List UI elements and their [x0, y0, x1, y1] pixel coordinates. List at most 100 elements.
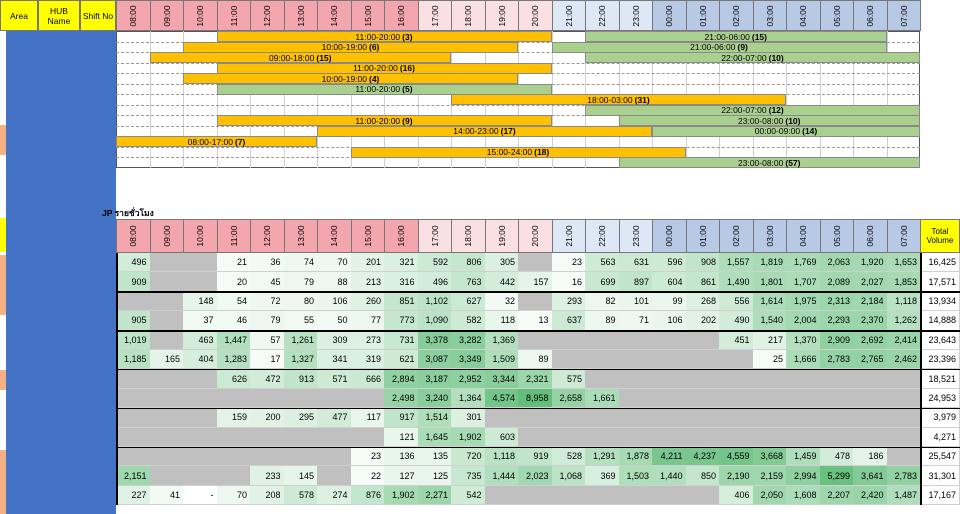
volume-cell[interactable]: 55 [283, 311, 318, 331]
volume-cell[interactable] [116, 408, 151, 428]
volume-cell[interactable] [719, 408, 754, 428]
volume-cell[interactable]: 1,364 [451, 388, 486, 409]
volume-cell[interactable] [886, 388, 921, 409]
shift-bar[interactable]: 08:00-17:00 (7) [116, 136, 317, 147]
volume-cell[interactable] [149, 369, 184, 389]
volume-cell[interactable]: 1,459 [786, 447, 821, 467]
volume-cell[interactable]: 575 [551, 369, 586, 389]
volume-cell[interactable] [149, 447, 184, 467]
volume-cell[interactable]: 106 [317, 291, 352, 312]
volume-cell[interactable]: 217 [752, 330, 787, 350]
volume-cell[interactable]: 106 [652, 311, 687, 331]
volume-cell[interactable]: 13 [518, 311, 553, 331]
volume-cell[interactable] [618, 427, 653, 447]
volume-cell[interactable]: 79 [250, 311, 285, 331]
volume-hour-header[interactable]: 14:00 [317, 219, 352, 253]
shift-hour-header[interactable]: 02:00 [719, 0, 754, 31]
volume-hour-header[interactable]: 15:00 [350, 219, 385, 253]
shift-bar[interactable]: 00:00-09:00 (14) [652, 125, 920, 137]
volume-cell[interactable]: 88 [317, 272, 352, 292]
shift-hour-header[interactable]: 15:00 [350, 0, 385, 31]
volume-cell[interactable]: 135 [417, 447, 452, 467]
volume-cell[interactable]: 99 [652, 291, 687, 312]
volume-cell[interactable]: 2,190 [719, 466, 754, 486]
volume-cell[interactable]: 1,370 [786, 330, 821, 350]
volume-cell[interactable]: 165 [149, 350, 184, 370]
volume-cell[interactable]: 1,661 [585, 388, 620, 409]
volume-cell[interactable]: 316 [384, 272, 419, 292]
volume-cell[interactable]: 70 [216, 485, 251, 506]
shift-hour-header[interactable]: 19:00 [484, 0, 519, 31]
volume-cell[interactable]: 2,089 [819, 272, 854, 292]
volume-cell[interactable]: 369 [585, 466, 620, 486]
volume-cell[interactable] [786, 427, 821, 447]
volume-cell[interactable]: 1,487 [886, 485, 921, 506]
volume-cell[interactable] [551, 408, 586, 428]
volume-cell[interactable] [719, 350, 754, 370]
shift-bar[interactable]: 11:00-20:00 (5) [216, 83, 552, 95]
volume-cell[interactable] [518, 485, 553, 506]
shift-hour-header[interactable]: 05:00 [819, 0, 854, 31]
volume-cell[interactable]: 2,783 [819, 350, 854, 370]
volume-cell[interactable] [183, 388, 218, 409]
volume-cell[interactable]: 876 [350, 485, 385, 506]
volume-cell[interactable]: 1,514 [417, 408, 452, 428]
volume-cell[interactable]: 603 [484, 427, 519, 447]
shift-hour-header[interactable]: 13:00 [283, 0, 318, 31]
volume-cell[interactable]: 627 [451, 291, 486, 312]
volume-cell[interactable] [350, 427, 385, 447]
volume-cell[interactable] [183, 369, 218, 389]
volume-cell[interactable] [317, 447, 352, 467]
total-volume-cell[interactable]: 4,271 [920, 427, 960, 447]
volume-cell[interactable] [183, 272, 218, 292]
volume-cell[interactable]: 556 [719, 291, 754, 312]
volume-cell[interactable] [853, 408, 888, 428]
volume-cell[interactable]: 295 [283, 408, 318, 428]
volume-cell[interactable]: 121 [384, 427, 419, 447]
volume-cell[interactable] [786, 369, 821, 389]
volume-cell[interactable] [149, 330, 184, 350]
volume-cell[interactable]: 1,019 [116, 330, 151, 350]
volume-cell[interactable]: 54 [216, 291, 251, 312]
shift-bar[interactable]: 11:00-20:00 (9) [216, 115, 552, 126]
volume-cell[interactable]: 1,707 [786, 272, 821, 292]
volume-cell[interactable]: 604 [652, 272, 687, 292]
volume-cell[interactable]: 208 [250, 485, 285, 506]
volume-cell[interactable] [551, 427, 586, 447]
volume-cell[interactable]: 23 [551, 253, 586, 273]
volume-cell[interactable]: 1,490 [719, 272, 754, 292]
shift-bar[interactable]: 23:00-08:00 (57) [618, 157, 920, 168]
volume-cell[interactable] [618, 485, 653, 506]
volume-hour-header[interactable]: 09:00 [149, 219, 184, 253]
volume-cell[interactable]: 2,027 [853, 272, 888, 292]
volume-cell[interactable]: 909 [116, 272, 151, 292]
volume-hour-header[interactable]: 00:00 [652, 219, 687, 253]
total-volume-cell[interactable]: 17,571 [920, 272, 960, 292]
volume-cell[interactable]: 2,271 [417, 485, 452, 506]
volume-cell[interactable]: 472 [250, 369, 285, 389]
volume-cell[interactable]: 666 [350, 369, 385, 389]
volume-cell[interactable]: 2,909 [819, 330, 854, 350]
volume-cell[interactable]: 1,440 [652, 466, 687, 486]
volume-cell[interactable] [518, 291, 553, 312]
total-volume-cell[interactable]: 17,167 [920, 485, 960, 506]
volume-cell[interactable]: 1,090 [417, 311, 452, 331]
volume-cell[interactable]: 1,509 [484, 350, 519, 370]
total-volume-cell[interactable]: 23,643 [920, 330, 960, 350]
volume-cell[interactable]: 4,211 [652, 447, 687, 467]
volume-cell[interactable] [317, 388, 352, 409]
volume-cell[interactable] [719, 388, 754, 409]
volume-cell[interactable]: 5,299 [819, 466, 854, 486]
shift-hour-header[interactable]: 07:00 [886, 0, 921, 31]
volume-hour-header[interactable]: 08:00 [116, 219, 151, 253]
shift-bar[interactable]: 18:00-03:00 (31) [451, 94, 786, 105]
volume-cell[interactable] [183, 447, 218, 467]
volume-cell[interactable] [618, 350, 653, 370]
volume-cell[interactable]: 919 [518, 447, 553, 467]
volume-cell[interactable]: 260 [350, 291, 385, 312]
total-volume-cell[interactable]: 3,979 [920, 408, 960, 428]
volume-hour-header[interactable]: 06:00 [853, 219, 888, 253]
volume-cell[interactable]: 2,783 [886, 466, 921, 486]
volume-cell[interactable] [786, 408, 821, 428]
shift-bar[interactable]: 15:00-24:00 (18) [350, 146, 686, 158]
